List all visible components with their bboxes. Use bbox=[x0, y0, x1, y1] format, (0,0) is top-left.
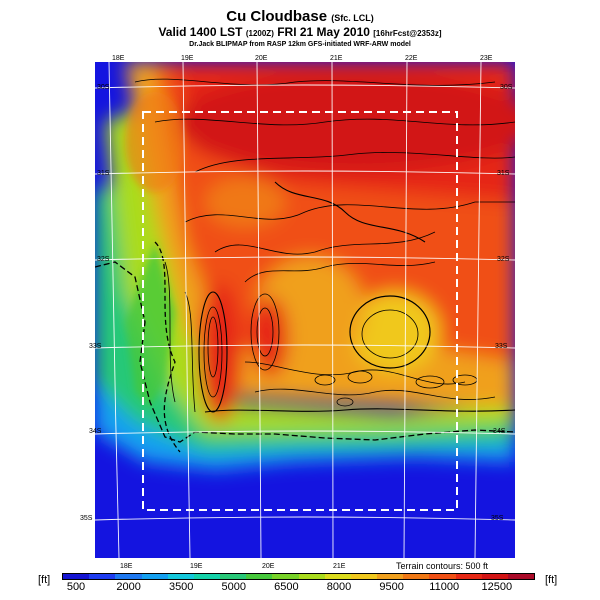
color-swatch bbox=[481, 574, 508, 579]
lon-label-top: 21E bbox=[330, 55, 343, 62]
cloudbase-map bbox=[95, 62, 515, 558]
color-swatch bbox=[220, 574, 247, 579]
lat-label-left: 35S bbox=[80, 515, 93, 522]
color-swatch bbox=[377, 574, 404, 579]
lon-label-top: 18E bbox=[112, 55, 125, 62]
color-scale-bar bbox=[62, 573, 535, 580]
lon-label-top: 20E bbox=[255, 55, 268, 62]
lat-label-right: 31S bbox=[497, 170, 510, 177]
lat-label-right: 30S bbox=[500, 84, 513, 91]
color-swatch bbox=[141, 574, 168, 579]
color-scale-label: 6500 bbox=[274, 581, 299, 593]
color-swatch bbox=[272, 574, 299, 579]
lon-label-top: 23E bbox=[480, 55, 493, 62]
color-scale-label: 9500 bbox=[379, 581, 404, 593]
color-scale-label: 5000 bbox=[221, 581, 247, 593]
color-swatch bbox=[63, 574, 90, 579]
color-swatch bbox=[115, 574, 142, 579]
lon-label-bottom: 20E bbox=[262, 563, 275, 570]
map-title: Cu Cloudbase (Sfc. LCL) bbox=[226, 8, 374, 25]
color-swatch bbox=[298, 574, 325, 579]
lat-label-right: 34S bbox=[493, 428, 506, 435]
color-swatch bbox=[246, 574, 273, 579]
color-scale-label: 3500 bbox=[168, 581, 194, 593]
lat-label-left: 31S bbox=[97, 170, 110, 177]
color-swatch bbox=[350, 574, 378, 579]
color-scale-label: 11000 bbox=[429, 581, 460, 593]
lat-label-right: 32S bbox=[497, 256, 510, 263]
model-credit: Dr.Jack BLIPMAP from RASP 12km GFS-initi… bbox=[189, 41, 411, 48]
lon-label-bottom: 19E bbox=[190, 563, 203, 570]
color-scale-label: 8000 bbox=[326, 581, 352, 593]
unit-label-left: [ft] bbox=[38, 574, 51, 586]
color-scale-label: 12500 bbox=[481, 581, 513, 593]
color-swatch bbox=[455, 574, 482, 579]
color-swatch bbox=[324, 574, 351, 579]
color-swatch bbox=[507, 574, 535, 579]
color-scale-label: 500 bbox=[66, 581, 86, 593]
lon-label-bottom: 18E bbox=[120, 563, 133, 570]
lon-label-top: 19E bbox=[181, 55, 194, 62]
valid-time: Valid 1400 LST (1200Z) FRI 21 May 2010 [… bbox=[158, 25, 442, 39]
color-swatch bbox=[89, 574, 116, 579]
terrain-contour-note: Terrain contours: 500 ft bbox=[396, 561, 489, 571]
lon-label-top: 22E bbox=[405, 55, 418, 62]
lat-label-left: 34S bbox=[89, 428, 102, 435]
lat-label-left: 33S bbox=[89, 343, 102, 350]
color-swatch bbox=[403, 574, 430, 579]
color-scale-label: 2000 bbox=[116, 581, 141, 593]
lon-label-bottom: 21E bbox=[333, 563, 346, 570]
lat-label-right: 33S bbox=[495, 343, 508, 350]
lat-label-right: 35S bbox=[491, 515, 504, 522]
color-swatch bbox=[429, 574, 456, 579]
lat-label-left: 30S bbox=[97, 84, 110, 91]
color-swatch bbox=[167, 574, 194, 579]
color-swatch bbox=[193, 574, 221, 579]
lat-label-left: 32S bbox=[97, 256, 110, 263]
unit-label-right: [ft] bbox=[545, 574, 558, 586]
